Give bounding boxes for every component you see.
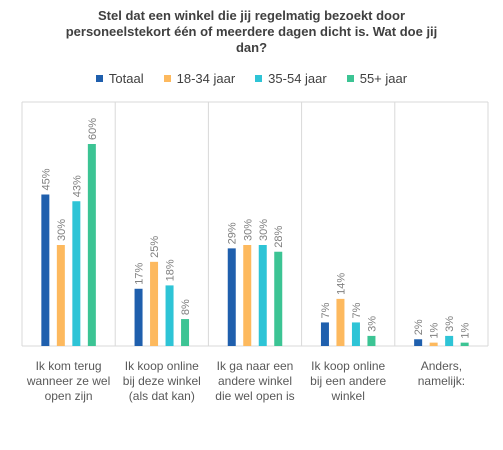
data-label: 18%: [165, 259, 177, 281]
data-label: 30%: [56, 219, 68, 241]
category-label: bij deze winkel: [123, 374, 201, 388]
category-label: Ik ga naar een: [217, 359, 294, 373]
data-label: 17%: [134, 263, 146, 285]
category-label: Ik koop online: [311, 359, 385, 373]
legend-swatch: [255, 75, 263, 82]
data-label: 60%: [87, 118, 99, 140]
bar: [165, 285, 174, 346]
bar: [150, 261, 159, 346]
data-label: 2%: [413, 319, 425, 335]
legend-swatch: [346, 75, 354, 82]
data-label: 28%: [273, 225, 285, 247]
legend-label: 35-54 jaar: [268, 71, 327, 86]
bar: [134, 288, 143, 346]
legend: Totaal 18-34 jaar 35-54 jaar 55+ jaar: [0, 71, 503, 86]
bar: [87, 144, 96, 346]
bar: [258, 245, 267, 346]
category-label: bij een andere: [310, 374, 386, 388]
legend-swatch: [163, 75, 171, 82]
category-label: wanneer ze wel: [26, 374, 110, 388]
legend-label: 18-34 jaar: [176, 71, 236, 86]
bar: [336, 298, 345, 346]
bar: [227, 248, 236, 346]
data-label: 7%: [320, 302, 332, 318]
data-label: 30%: [242, 219, 254, 241]
data-label: 8%: [180, 299, 192, 315]
bar: [351, 322, 360, 346]
chart-title: Stel dat een winkel die jij regelmatig b…: [30, 8, 473, 56]
bar: [243, 245, 252, 346]
data-label: 30%: [258, 219, 270, 241]
bar: [429, 342, 438, 346]
category-label: Ik kom terug: [36, 359, 102, 373]
category-label: (als dat kan): [129, 389, 195, 403]
data-label: 25%: [149, 236, 161, 258]
data-label: 1%: [460, 323, 472, 339]
legend-item-18-34: 18-34 jaar: [163, 71, 236, 86]
category-label: Anders,: [421, 359, 462, 373]
bar: [320, 322, 329, 346]
data-label: 45%: [40, 168, 52, 190]
bar: [445, 335, 454, 346]
chart-title-line: dan?: [235, 40, 268, 55]
data-label: 7%: [351, 302, 363, 318]
legend-swatch: [95, 75, 103, 82]
data-label: 29%: [227, 222, 239, 244]
legend-item-35-54: 35-54 jaar: [255, 71, 327, 86]
bar: [460, 342, 469, 346]
bar: [181, 319, 190, 346]
category-label: open zijn: [45, 389, 93, 403]
category-label: Ik koop online: [125, 359, 199, 373]
bar: [274, 251, 283, 346]
chart-title-line: personeelstekort één of meerdere dagen d…: [65, 24, 438, 39]
data-label: 1%: [429, 323, 441, 339]
legend-item-55plus: 55+ jaar: [346, 71, 408, 86]
category-label: andere winkel: [218, 374, 292, 388]
legend-item-totaal: Totaal: [95, 71, 144, 86]
category-label: winkel: [331, 389, 365, 403]
data-label: 3%: [366, 316, 378, 332]
bar: [41, 194, 50, 346]
bar: [72, 201, 81, 346]
data-label: 3%: [444, 316, 456, 332]
chart-title-line: Stel dat een winkel die jij regelmatig b…: [97, 8, 406, 23]
category-label: die wel open is: [215, 389, 294, 403]
legend-label: 55+ jaar: [359, 71, 408, 86]
bar: [367, 335, 376, 346]
data-label: 43%: [71, 175, 83, 197]
legend-label: Totaal: [108, 71, 144, 86]
category-label: namelijk:: [418, 374, 465, 388]
bar: [56, 245, 65, 346]
data-label: 14%: [335, 273, 347, 295]
bar: [414, 339, 423, 346]
